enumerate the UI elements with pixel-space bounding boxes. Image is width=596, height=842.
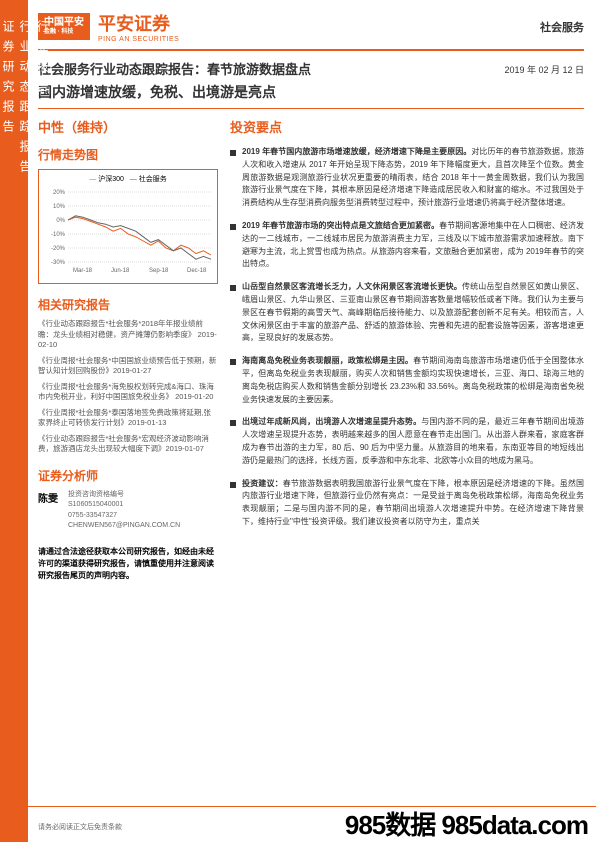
legend2: 社会服务 xyxy=(139,176,167,183)
related-list: 《行业动态跟踪报告*社会服务*2018年年报业绩前瞻：龙头业绩相对稳健，资产摊薄… xyxy=(38,319,218,455)
related-item: 《行业周报*社会服务*海免股权划转完成&海口、珠海市内免税开业，利好中国国旅免税… xyxy=(38,382,218,403)
svg-text:Dec-18: Dec-18 xyxy=(187,268,207,274)
svg-text:0%: 0% xyxy=(56,218,65,224)
bullet-list: 2019 年春节国内旅游市场增速放缓，经济增速下降是主要原因。对比历年的春节旅游… xyxy=(230,146,584,529)
svg-text:-30%: -30% xyxy=(51,260,66,266)
logo-group: 中国平安 金融 · 科技 平安证券 PING AN SECURITIES xyxy=(38,10,179,43)
rating: 中性（维持） xyxy=(38,117,218,136)
title-line1: 社会服务行业动态跟踪报告：春节旅游数据盘点 xyxy=(38,59,311,78)
bullet-text: 海南离岛免税业务表现靓丽，政策松绑是主因。春节期间海南岛旅游市场增速仍低于全国整… xyxy=(242,355,584,406)
brand-en: PING AN SECURITIES xyxy=(98,36,179,43)
bullet-marker xyxy=(230,359,236,365)
x-axis: Mar-18 Jun-18 Sep-18 Dec-18 xyxy=(73,268,207,274)
bullet-item: 山岳型自然景区客流增长乏力，人文休闲景区客流增长更快。传统山岳型自然景区如黄山景… xyxy=(230,281,584,345)
related-item: 《行业周报*社会服务*泰国落地签免费政策将延期,张家界终止可转债发行计划》201… xyxy=(38,408,218,429)
analyst-email: CHENWEN567@PINGAN.COM.CN xyxy=(68,521,180,532)
svg-text:20%: 20% xyxy=(53,190,66,196)
footer-watermark: 985数据 985data.com xyxy=(345,805,588,842)
gridlines xyxy=(68,192,211,262)
disclaimer: 请通过合法途径获取本公司研究报告，如经由未经许可的渠道获得研究报告，请慎重使用并… xyxy=(38,546,218,582)
bullet-item: 海南离岛免税业务表现靓丽，政策松绑是主因。春节期间海南岛旅游市场增速仍低于全国整… xyxy=(230,355,584,406)
analyst-box: 证券分析师 陈雯 投资咨询资格编号 S1060515040001 0755-33… xyxy=(38,467,218,532)
analyst-title: 证券分析师 xyxy=(38,467,218,484)
chart-svg: 20% 10% 0% -10% -20% -30% xyxy=(43,184,213,274)
bullet-text: 投资建议：春节旅游数据表明我国旅游行业景气度在下降，根本原因是经济增速的下降。虽… xyxy=(242,478,584,529)
bullet-item: 2019 年春节旅游市场的突出特点是文旅结合更加紧密。春节期间客源地集中在人口稠… xyxy=(230,220,584,271)
bullet-marker xyxy=(230,224,236,230)
header: 中国平安 金融 · 科技 平安证券 PING AN SECURITIES 社会服… xyxy=(38,10,584,51)
title-block: 社会服务行业动态跟踪报告：春节旅游数据盘点 国内游增速放缓，免税、出境游是亮点 xyxy=(38,59,311,102)
analyst-id: S1060515040001 xyxy=(68,500,180,511)
svg-text:-20%: -20% xyxy=(51,246,66,252)
bullet-marker xyxy=(230,420,236,426)
title-line2: 国内游增速放缓，免税、出境游是亮点 xyxy=(38,82,311,102)
svg-text:10%: 10% xyxy=(53,204,66,210)
chart-title: 行情走势图 xyxy=(38,146,218,163)
bullet-text: 山岳型自然景区客流增长乏力，人文休闲景区客流增长更快。传统山岳型自然景区如黄山景… xyxy=(242,281,584,345)
svg-text:Sep-18: Sep-18 xyxy=(149,268,169,274)
analyst-phone: 0755-33547327 xyxy=(68,511,180,522)
bullet-marker xyxy=(230,150,236,156)
related-title: 相关研究报告 xyxy=(38,296,218,313)
chart-legend: — 沪深300 — 社会服务 xyxy=(43,174,213,184)
series-social xyxy=(68,216,211,259)
sidebar-label-1: 行业报告 xyxy=(34,20,51,180)
footer: 请务必阅读正文后免责条款 985数据 985data.com xyxy=(28,806,596,842)
bullet-text: 2019 年春节旅游市场的突出特点是文旅结合更加紧密。春节期间客源地集中在人口稠… xyxy=(242,220,584,271)
related-item: 《行业动态跟踪报告*社会服务*宏观经济波动影响消费，旅游酒店龙头出现较大幅度下调… xyxy=(38,434,218,455)
analyst-name: 陈雯 xyxy=(38,490,58,505)
header-right: 社会服务 xyxy=(540,19,584,35)
bullet-item: 出境过年成新风尚，出境游人次增速呈提升态势。与国内游不同的是，最近三年春节期间出… xyxy=(230,416,584,467)
bullet-item: 2019 年春节国内旅游市场增速放缓，经济增速下降是主要原因。对比历年的春节旅游… xyxy=(230,146,584,210)
series-hs300 xyxy=(68,217,211,255)
right-column: 投资要点 2019 年春节国内旅游市场增速放缓，经济增速下降是主要原因。对比历年… xyxy=(230,117,584,582)
related-item: 《行业周报*社会服务*中国国旅业绩预告低于预期，新智认知计划回购股份》2019-… xyxy=(38,356,218,377)
bullet-text: 出境过年成新风尚，出境游人次增速呈提升态势。与国内游不同的是，最近三年春节期间出… xyxy=(242,416,584,467)
report-date: 2019 年 02 月 12 日 xyxy=(504,63,584,76)
related-item: 《行业动态跟踪报告*社会服务*2018年年报业绩前瞻：龙头业绩相对稳健，资产摊薄… xyxy=(38,319,218,351)
analyst-label: 投资咨询资格编号 xyxy=(68,490,180,501)
bullet-text: 2019 年春节国内旅游市场增速放缓，经济增速下降是主要原因。对比历年的春节旅游… xyxy=(242,146,584,210)
analyst-info: 投资咨询资格编号 S1060515040001 0755-33547327 CH… xyxy=(68,490,180,532)
sidebar-label-2: 行业动态跟踪报告 xyxy=(17,20,34,180)
category: 社会服务 xyxy=(540,19,584,35)
left-column: 中性（维持） 行情走势图 — 沪深300 — 社会服务 20% 10% 0% -… xyxy=(38,117,218,582)
keypoints-title: 投资要点 xyxy=(230,117,584,136)
trend-chart: — 沪深300 — 社会服务 20% 10% 0% -10% -20% -30% xyxy=(38,169,218,284)
svg-text:-10%: -10% xyxy=(51,232,66,238)
brand-cn: 平安证券 xyxy=(98,10,179,36)
bullet-item: 投资建议：春节旅游数据表明我国旅游行业景气度在下降，根本原因是经济增速的下降。虽… xyxy=(230,478,584,529)
brand: 平安证券 PING AN SECURITIES xyxy=(98,10,179,43)
sidebar: 行业报告 行业动态跟踪报告 证券研究报告 xyxy=(0,0,28,842)
svg-text:Jun-18: Jun-18 xyxy=(111,268,130,274)
sidebar-label-3: 证券研究报告 xyxy=(0,20,17,180)
bullet-marker xyxy=(230,285,236,291)
y-axis: 20% 10% 0% -10% -20% -30% xyxy=(51,190,66,266)
legend1: 沪深300 xyxy=(98,176,124,183)
svg-text:Mar-18: Mar-18 xyxy=(73,268,93,274)
footer-disclaimer: 请务必阅读正文后免责条款 xyxy=(38,822,122,842)
bullet-marker xyxy=(230,482,236,488)
